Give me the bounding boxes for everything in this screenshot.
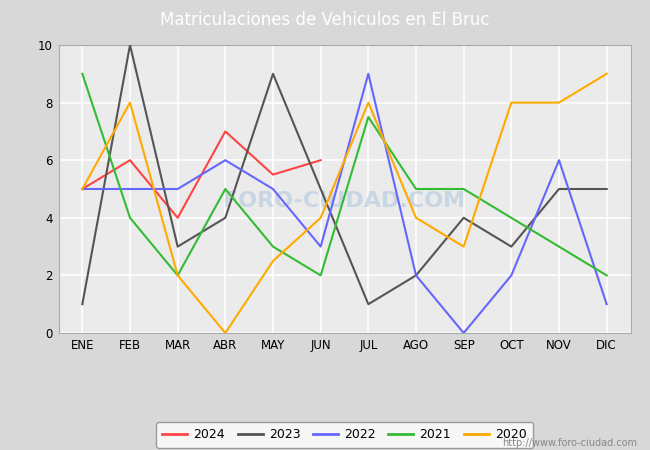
Text: Matriculaciones de Vehiculos en El Bruc: Matriculaciones de Vehiculos en El Bruc — [161, 11, 489, 29]
Text: http://www.foro-ciudad.com: http://www.foro-ciudad.com — [502, 438, 637, 448]
Legend: 2024, 2023, 2022, 2021, 2020: 2024, 2023, 2022, 2021, 2020 — [156, 422, 533, 448]
Text: FORO-CIUDAD.COM: FORO-CIUDAD.COM — [224, 190, 465, 211]
